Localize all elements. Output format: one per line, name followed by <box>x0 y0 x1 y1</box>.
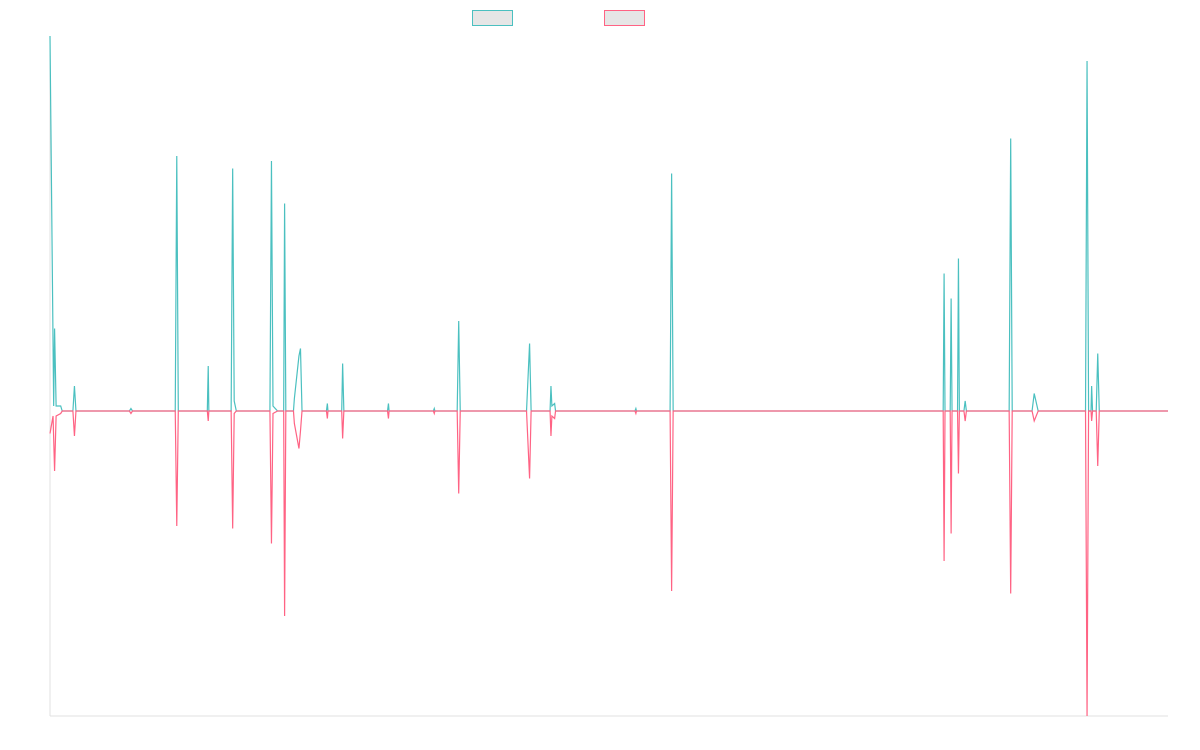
legend-swatch-series-a[interactable] <box>472 10 513 26</box>
legend-swatch-series-b[interactable] <box>604 10 645 26</box>
series-b-line <box>49 410 1168 717</box>
series-a-line <box>49 35 1168 412</box>
chart-series-group <box>49 35 1168 717</box>
chart-axes <box>49 36 1168 717</box>
chart-legend <box>472 10 645 26</box>
